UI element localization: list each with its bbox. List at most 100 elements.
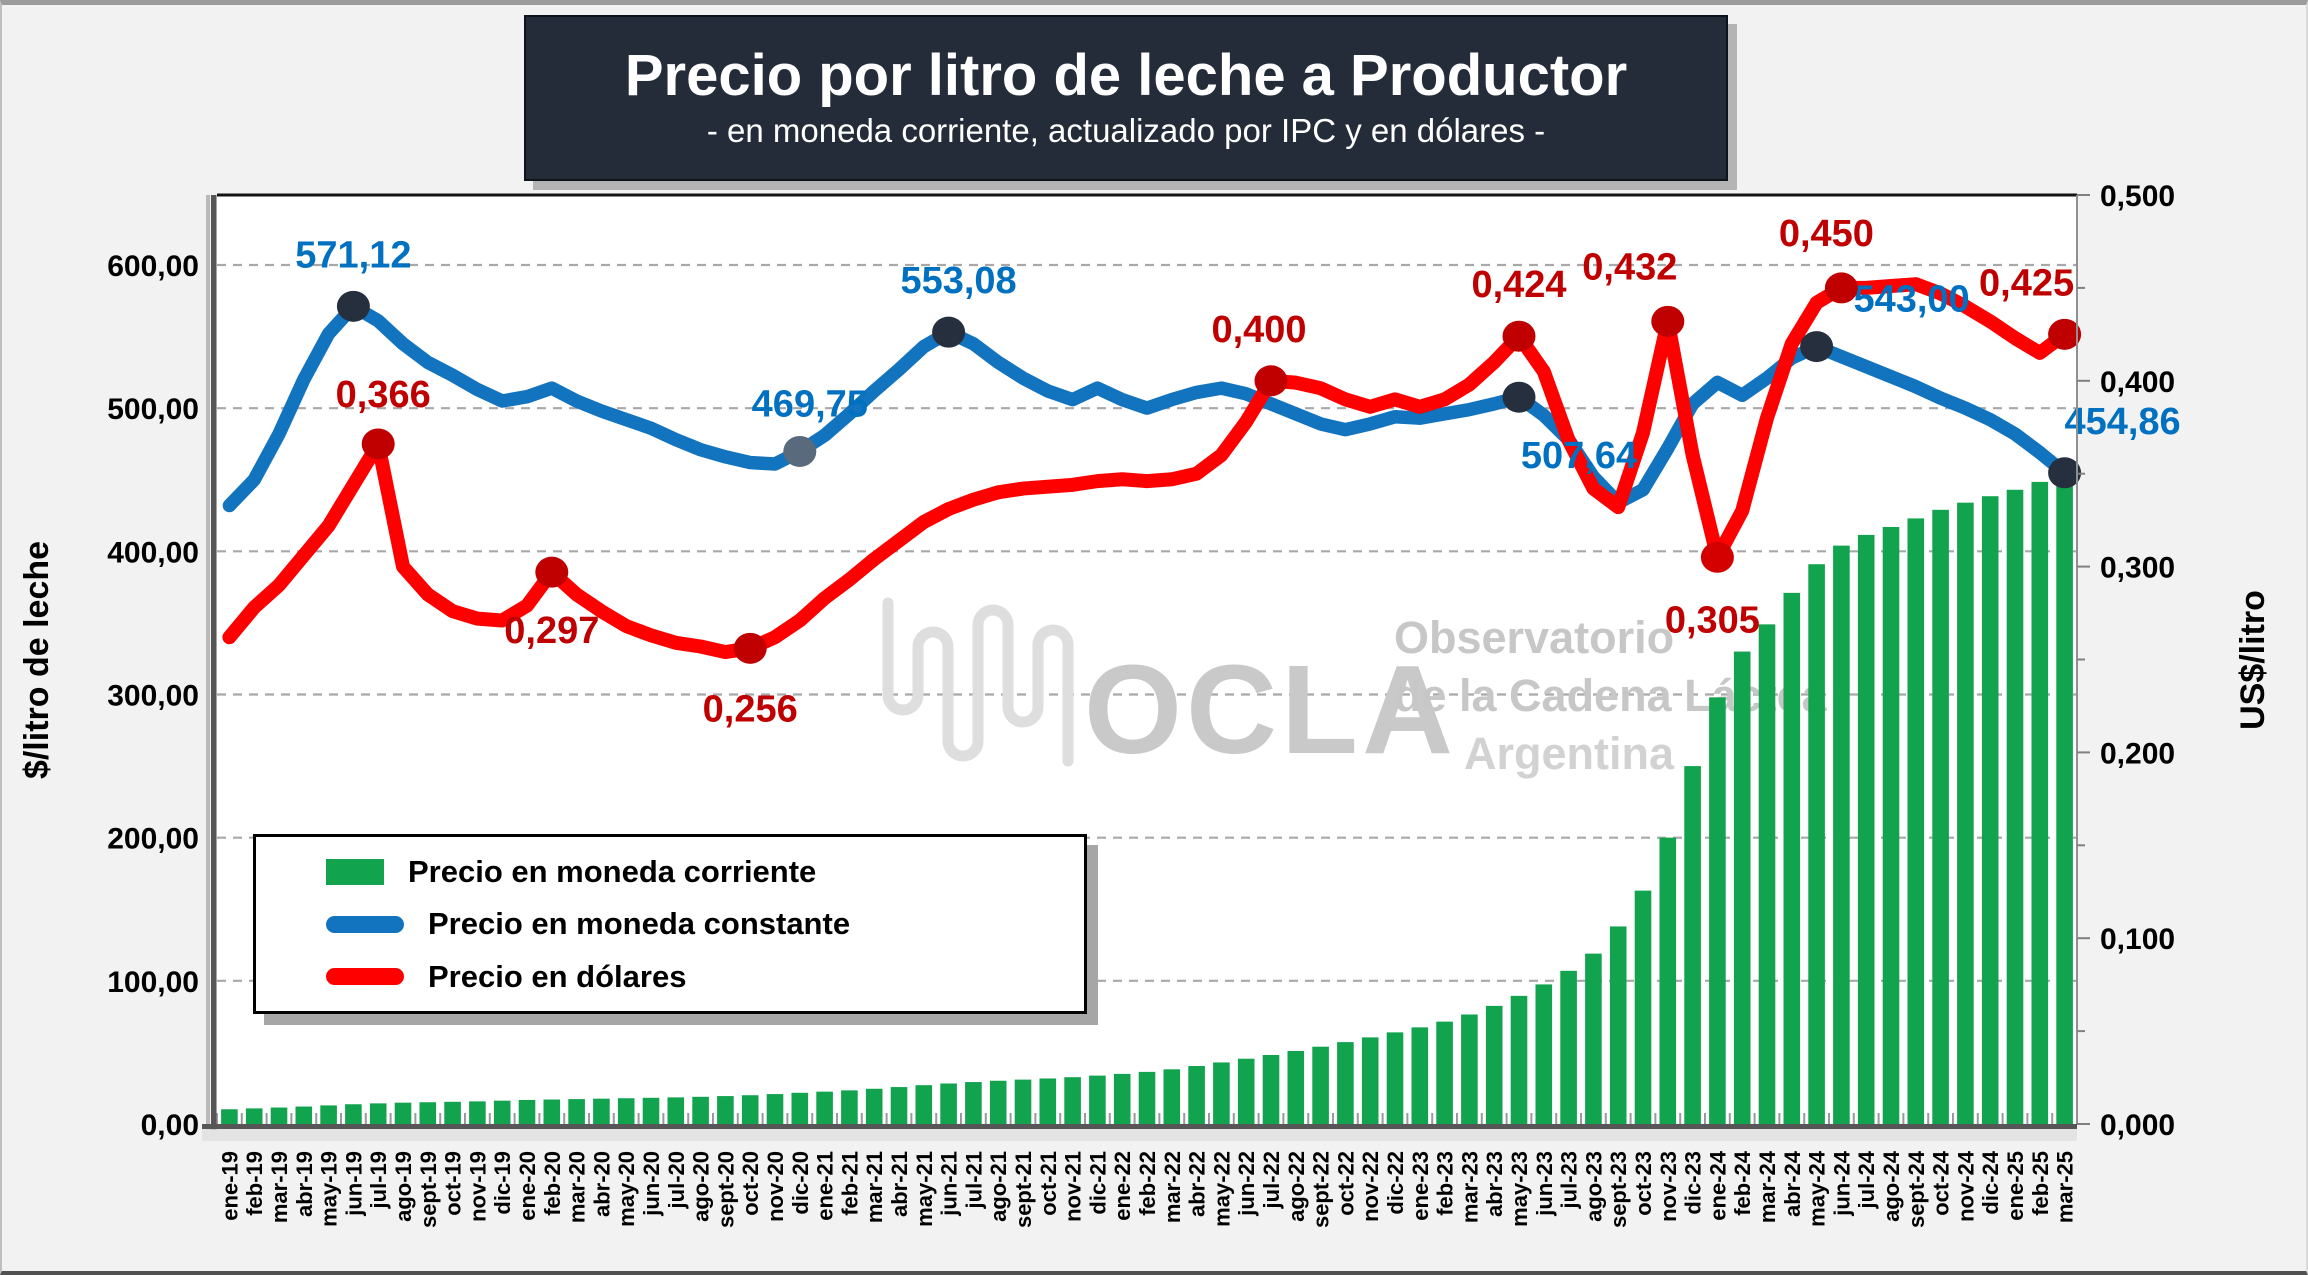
x-axis-month-label: feb-21 xyxy=(837,1151,862,1216)
x-axis-month-label: ago-23 xyxy=(1581,1151,1606,1222)
data-label: 454,86 xyxy=(2064,401,2180,443)
x-axis-month-label: nov-20 xyxy=(763,1151,788,1222)
right-axis-tick-label: 0,500 xyxy=(2100,180,2175,213)
x-axis-month-label: ene-24 xyxy=(1705,1150,1730,1220)
ocla-watermark: OCLA Observatorio de la Cadena Láctea Ar… xyxy=(882,597,1828,780)
data-label: 0,400 xyxy=(1211,309,1306,351)
x-axis-month-label: mar-23 xyxy=(1457,1151,1482,1223)
bar xyxy=(1138,1071,1156,1124)
x-axis-month-label: may-22 xyxy=(1209,1151,1234,1227)
data-label: 469,75 xyxy=(752,383,868,425)
left-axis-tick-label: 300,00 xyxy=(107,680,199,713)
data-label: 0,432 xyxy=(1582,246,1677,288)
bar xyxy=(1684,766,1701,1124)
bar xyxy=(1882,526,1900,1124)
bar xyxy=(940,1083,957,1124)
data-label: 543,00 xyxy=(1853,279,1969,321)
x-axis-month-label: jun-22 xyxy=(1234,1151,1259,1217)
right-axis-tick-label: 0,200 xyxy=(2100,737,2175,770)
bar xyxy=(419,1102,437,1124)
left-axis-tick-label: 0,00 xyxy=(141,1109,199,1142)
x-axis-month-label: ene-22 xyxy=(1110,1151,1135,1221)
bar xyxy=(1659,837,1677,1124)
bar xyxy=(1535,984,1553,1124)
x-axis-month-label: sept-20 xyxy=(713,1151,738,1228)
x-axis-month-label: jun-20 xyxy=(639,1151,664,1217)
bar xyxy=(1237,1058,1255,1124)
x-axis-month-label: abr-22 xyxy=(1185,1151,1210,1217)
x-axis-month-label: ene-21 xyxy=(813,1151,838,1221)
data-marker xyxy=(1254,365,1288,397)
x-axis-month-label: may-21 xyxy=(912,1151,937,1227)
bar xyxy=(295,1106,313,1124)
legend-swatch-blue-line-icon xyxy=(326,915,404,933)
data-label: 571,12 xyxy=(295,234,411,276)
legend-swatch-bar-icon xyxy=(326,858,384,885)
bar xyxy=(1560,970,1577,1124)
right-axis-title: US$/litro xyxy=(2234,590,2272,730)
x-axis-month-label: dic-20 xyxy=(788,1151,813,1215)
bar xyxy=(1064,1077,1081,1124)
x-axis-month-label: ene-23 xyxy=(1408,1151,1433,1221)
x-axis-month-label: oct-21 xyxy=(1036,1151,1061,1216)
data-marker xyxy=(733,632,767,664)
bar xyxy=(1907,518,1925,1124)
chart-title-box: Precio por litro de leche a Productor - … xyxy=(524,15,1728,181)
legend-item-constante: Precio en moneda constante xyxy=(326,906,1084,942)
x-axis-month-label: dic-22 xyxy=(1383,1151,1408,1215)
bar xyxy=(245,1108,263,1124)
bar xyxy=(493,1100,511,1124)
watermark-line3: Argentina xyxy=(1464,728,1675,779)
x-axis-month-label: feb-23 xyxy=(1433,1151,1458,1216)
x-axis-month-label: ago-19 xyxy=(391,1151,416,1222)
x-axis-month-label: dic-24 xyxy=(1978,1150,2003,1214)
data-label: 0,366 xyxy=(336,374,431,416)
bar xyxy=(1783,592,1801,1124)
line-moneda-constante xyxy=(222,299,2072,513)
legend-label: Precio en moneda constante xyxy=(428,906,851,941)
data-label: 0,297 xyxy=(504,610,599,652)
x-axis-month-label: feb-19 xyxy=(242,1151,267,1216)
x-axis-month-label: may-20 xyxy=(614,1151,639,1227)
bar xyxy=(965,1082,982,1124)
bar xyxy=(1733,651,1751,1124)
data-label: 0,424 xyxy=(1471,264,1566,306)
bar xyxy=(394,1102,412,1124)
bar xyxy=(221,1109,238,1124)
bar xyxy=(1213,1062,1230,1124)
right-axis-tick-label: 0,000 xyxy=(2100,1109,2175,1142)
legend-swatch-red-line-icon xyxy=(326,968,404,985)
x-axis-month-label: jul-20 xyxy=(664,1151,689,1209)
x-axis-month-label: nov-23 xyxy=(1656,1151,1681,1222)
left-axis-tick-label: 400,00 xyxy=(107,536,199,569)
bar xyxy=(1833,545,1850,1124)
x-axis-month-label: jul-21 xyxy=(961,1151,986,1209)
bar xyxy=(642,1097,660,1124)
data-marker xyxy=(336,290,370,322)
left-axis-tick-label: 600,00 xyxy=(107,250,199,283)
x-axis-month-label: oct-20 xyxy=(738,1151,763,1216)
x-axis-month-label: jul-23 xyxy=(1557,1151,1582,1209)
data-marker xyxy=(2048,457,2082,489)
bar xyxy=(1510,995,1528,1124)
x-axis-month-label: dic-21 xyxy=(1085,1151,1110,1215)
x-axis-month-label: abr-23 xyxy=(1482,1151,1507,1217)
x-axis-month-label: may-24 xyxy=(1805,1150,1830,1227)
bar xyxy=(1188,1066,1205,1124)
x-axis-month-label: nov-24 xyxy=(1953,1150,1978,1222)
right-axis-tick-label: 0,400 xyxy=(2100,366,2175,399)
watermark-brand: OCLA xyxy=(1084,639,1457,780)
bar xyxy=(1857,534,1875,1124)
x-axis-month-label: ago-21 xyxy=(986,1151,1011,1222)
x-axis-month-label: feb-24 xyxy=(1730,1150,1755,1216)
bar xyxy=(1758,624,1776,1124)
data-marker xyxy=(1502,320,1536,352)
legend-item-dolares: Precio en dólares xyxy=(326,959,1084,995)
x-axis-month-label: ene-20 xyxy=(515,1151,540,1221)
data-label: 0,425 xyxy=(1979,262,2074,304)
bar xyxy=(1386,1032,1404,1124)
bar xyxy=(1981,496,1999,1124)
x-axis-month-label: mar-24 xyxy=(1755,1150,1780,1223)
bar xyxy=(1039,1078,1057,1124)
bar xyxy=(2031,481,2049,1125)
